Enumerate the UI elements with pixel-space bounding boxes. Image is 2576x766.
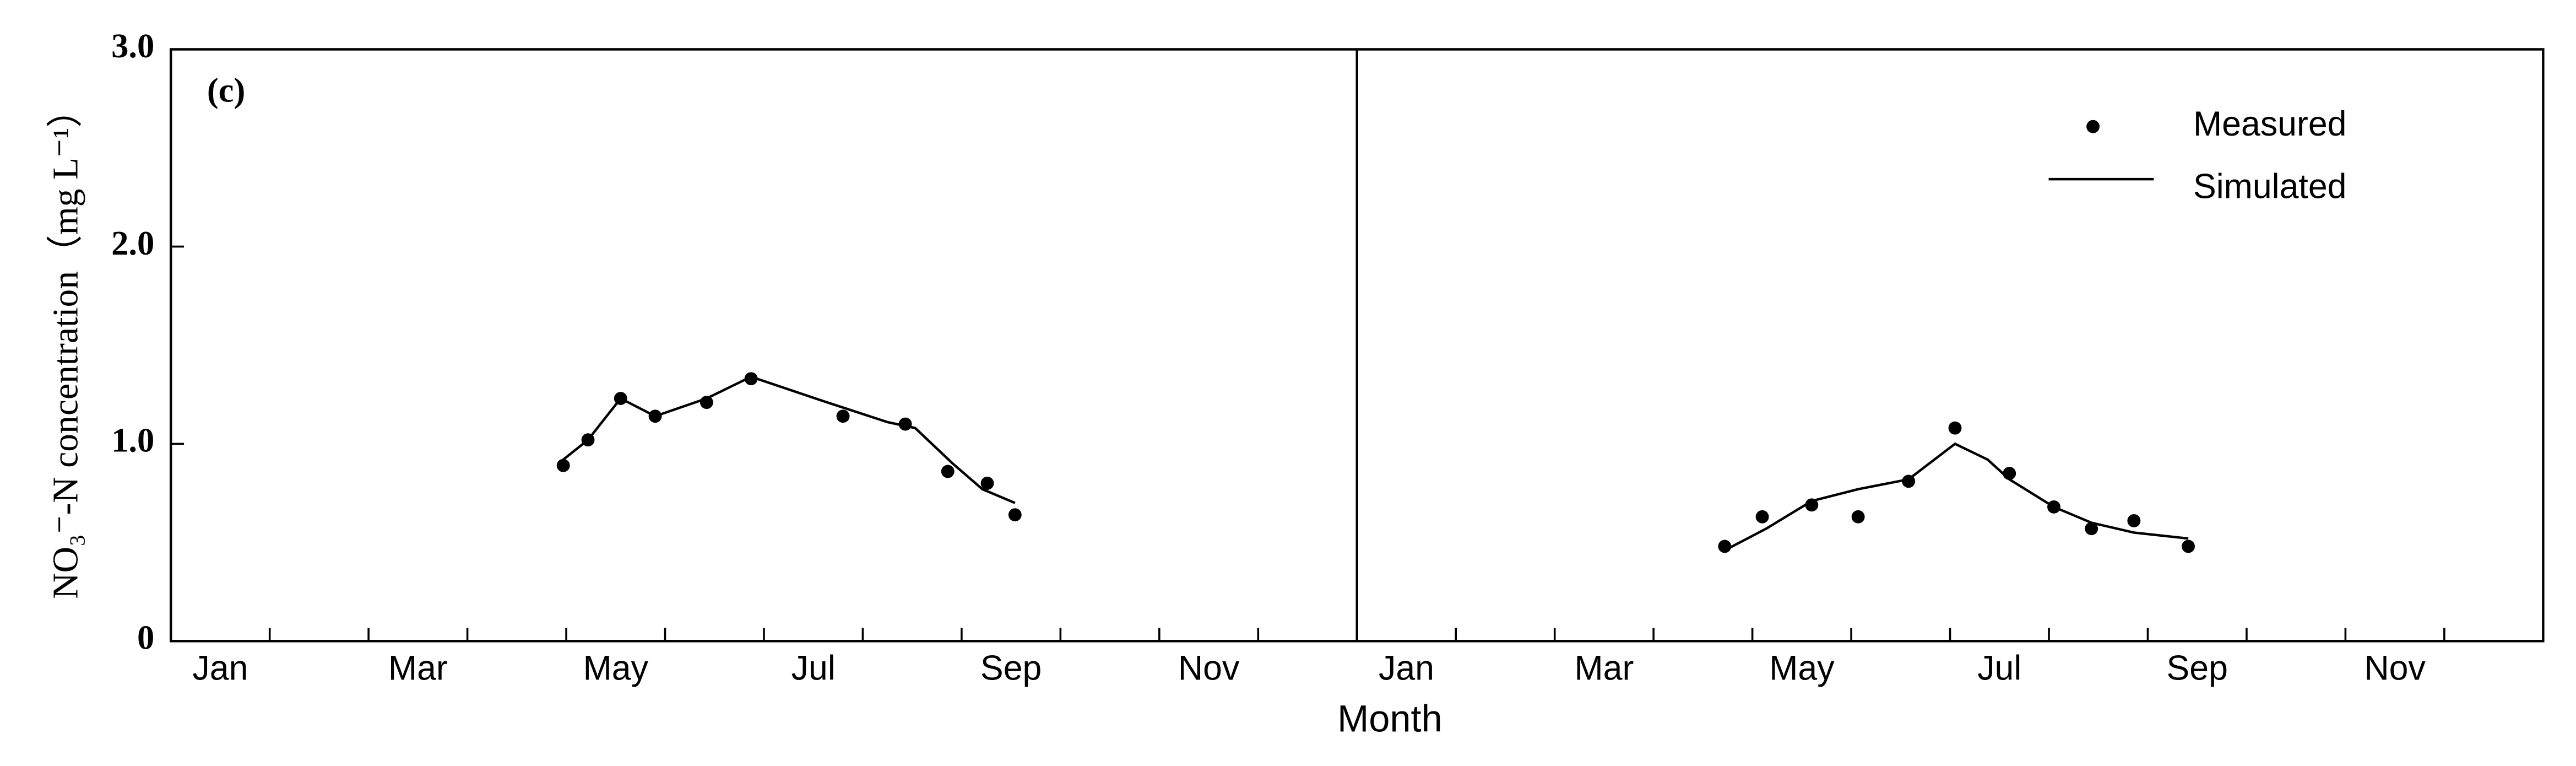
y-tick-label: 1.0	[111, 421, 154, 460]
x-tick-label: Nov	[2364, 649, 2426, 688]
measured-point	[2127, 514, 2141, 527]
x-tick-label: Jul	[1977, 649, 2021, 688]
legend-label: Simulated	[2193, 168, 2346, 206]
simulated-line	[1724, 442, 2189, 552]
measured-point	[1755, 510, 1769, 524]
x-tick-label: Jul	[791, 649, 836, 688]
y-tick-label: 3.0	[111, 26, 154, 65]
y-tick-label: 0	[137, 618, 154, 657]
x-tick-label: Mar	[388, 649, 448, 688]
measured-point	[1718, 540, 1732, 553]
legend-marker	[2086, 120, 2100, 133]
simulated-line	[557, 375, 1016, 504]
measured-point	[744, 372, 758, 386]
measured-point	[941, 465, 955, 478]
x-tick-label: Sep	[980, 649, 1042, 688]
measured-point	[1948, 421, 1962, 435]
y-axis-label: NO₃⁻-N concentration（mg L⁻¹）	[46, 91, 85, 599]
x-tick-label: May	[1769, 649, 1835, 688]
x-axis-label: Month	[1337, 698, 1442, 740]
panel-label: (c)	[207, 71, 246, 109]
x-tick-label: Nov	[1178, 649, 1240, 688]
legend-label: Measured	[2193, 105, 2346, 143]
x-tick-label: Jan	[192, 649, 248, 688]
measured-point	[1008, 508, 1022, 522]
x-tick-label: May	[583, 649, 649, 688]
measured-point	[980, 477, 994, 490]
x-tick-label: Jan	[1379, 649, 1434, 688]
x-tick-label: Sep	[2167, 649, 2228, 688]
x-tick-label: Mar	[1575, 649, 1634, 688]
y-tick-label: 2.0	[111, 224, 154, 262]
measured-point	[2182, 540, 2195, 553]
measured-point	[2085, 522, 2098, 536]
measured-point	[836, 409, 850, 423]
measured-point	[1851, 510, 1865, 524]
